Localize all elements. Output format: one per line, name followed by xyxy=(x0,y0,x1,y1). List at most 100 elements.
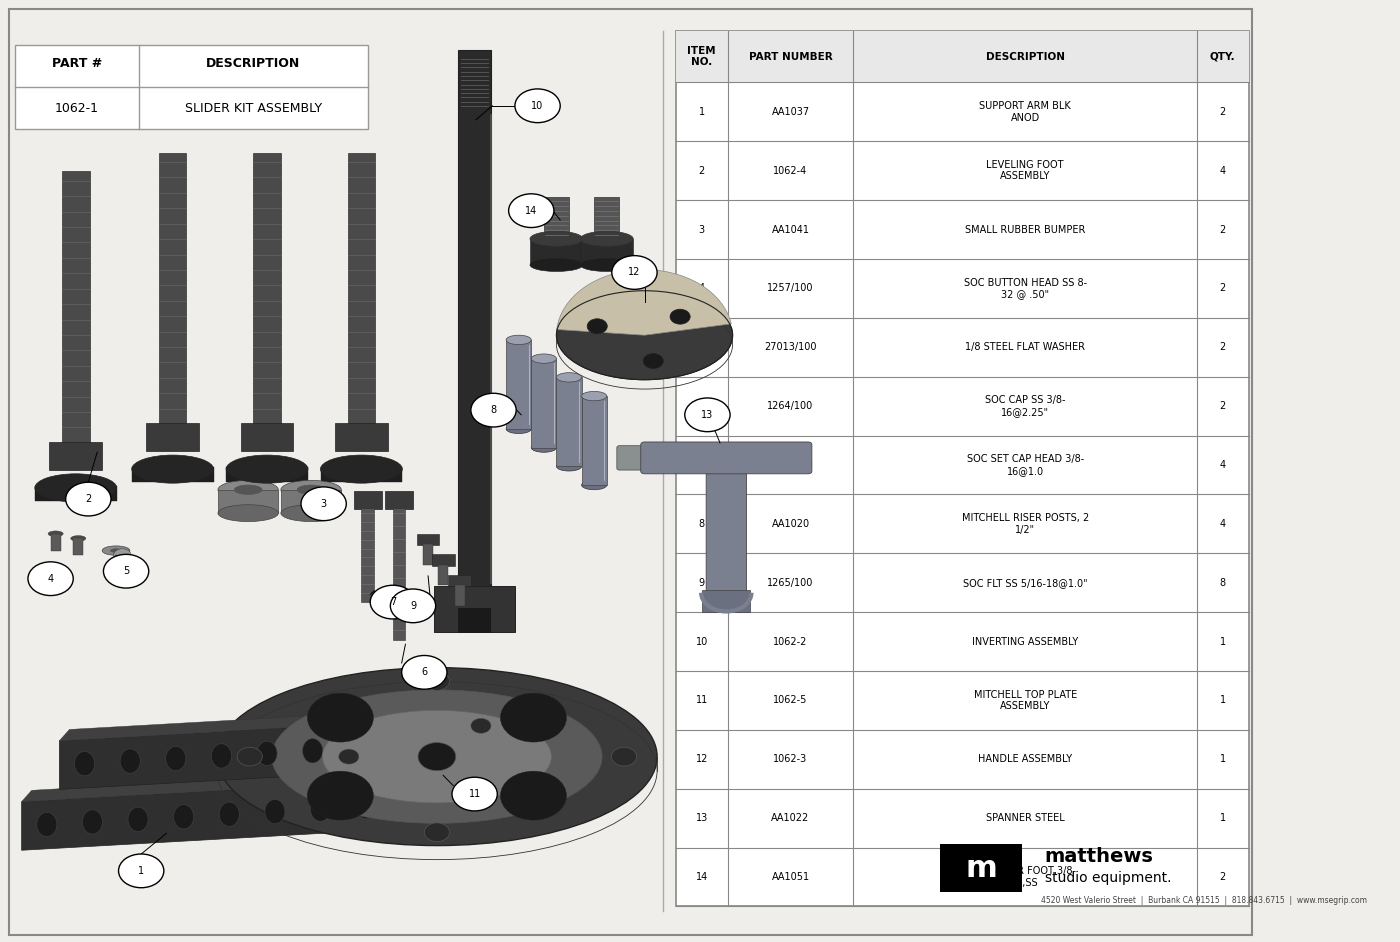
Text: 2: 2 xyxy=(1219,401,1226,411)
FancyBboxPatch shape xyxy=(49,442,102,470)
Text: AA1051: AA1051 xyxy=(771,872,809,882)
Bar xyxy=(253,153,281,433)
Ellipse shape xyxy=(281,505,342,522)
FancyBboxPatch shape xyxy=(241,423,294,451)
Text: PART NUMBER: PART NUMBER xyxy=(749,52,833,61)
Ellipse shape xyxy=(211,744,231,768)
Circle shape xyxy=(402,656,447,690)
Polygon shape xyxy=(59,717,475,789)
FancyBboxPatch shape xyxy=(448,575,470,586)
Text: AA1041: AA1041 xyxy=(771,224,809,235)
Text: AA1020: AA1020 xyxy=(771,519,809,528)
Text: 1257/100: 1257/100 xyxy=(767,284,813,293)
Text: ELEVATOR FOOT,3/8-
16,SS: ELEVATOR FOOT,3/8- 16,SS xyxy=(974,867,1077,887)
Bar xyxy=(15,45,368,129)
Text: 4520 West Valerio Street  |  Burbank CA 91515  |  818.843.6715  |  www.msegrip.c: 4520 West Valerio Street | Burbank CA 91… xyxy=(1040,897,1366,905)
Text: 1: 1 xyxy=(1219,637,1226,646)
Circle shape xyxy=(419,742,456,771)
Ellipse shape xyxy=(83,810,102,834)
Ellipse shape xyxy=(507,335,531,345)
Ellipse shape xyxy=(402,791,421,816)
Text: 1264/100: 1264/100 xyxy=(767,401,813,411)
Text: SOC SET CAP HEAD 3/8-
16@1.0: SOC SET CAP HEAD 3/8- 16@1.0 xyxy=(966,454,1084,476)
Ellipse shape xyxy=(227,455,308,483)
Circle shape xyxy=(339,749,358,764)
Ellipse shape xyxy=(507,424,531,433)
Ellipse shape xyxy=(132,455,214,483)
Text: 1062-5: 1062-5 xyxy=(773,695,808,706)
Text: 2: 2 xyxy=(1219,224,1226,235)
Text: PART #: PART # xyxy=(52,57,102,71)
Text: 1: 1 xyxy=(139,866,144,876)
Ellipse shape xyxy=(36,812,57,836)
Circle shape xyxy=(237,747,262,766)
Bar xyxy=(227,467,308,482)
Text: 4: 4 xyxy=(1219,166,1226,175)
Ellipse shape xyxy=(556,291,732,380)
Bar xyxy=(714,591,739,611)
Ellipse shape xyxy=(440,731,459,755)
Bar xyxy=(73,539,84,555)
Text: 4: 4 xyxy=(1219,519,1226,528)
Text: 4: 4 xyxy=(1219,460,1226,470)
Text: 8: 8 xyxy=(1219,577,1226,588)
Ellipse shape xyxy=(174,804,193,829)
Text: MITCHELL RISER POSTS, 2
1/2": MITCHELL RISER POSTS, 2 1/2" xyxy=(962,513,1089,535)
Ellipse shape xyxy=(531,354,556,364)
Text: SUPPORT ARM BLK
ANOD: SUPPORT ARM BLK ANOD xyxy=(980,101,1071,122)
Polygon shape xyxy=(21,778,437,851)
Circle shape xyxy=(508,194,554,228)
FancyBboxPatch shape xyxy=(431,554,455,565)
Ellipse shape xyxy=(302,739,323,763)
Circle shape xyxy=(470,780,491,795)
Ellipse shape xyxy=(220,802,239,826)
Text: HANDLE ASSEMBLY: HANDLE ASSEMBLY xyxy=(979,755,1072,764)
Ellipse shape xyxy=(556,373,581,382)
Bar xyxy=(594,197,619,238)
Ellipse shape xyxy=(311,797,330,821)
Ellipse shape xyxy=(393,734,414,757)
FancyBboxPatch shape xyxy=(146,423,199,451)
Text: SMALL RUBBER BUMPER: SMALL RUBBER BUMPER xyxy=(965,224,1085,235)
Ellipse shape xyxy=(120,749,140,773)
Text: 9: 9 xyxy=(410,601,416,610)
Wedge shape xyxy=(557,269,731,335)
Text: INVERTING ASSEMBLY: INVERTING ASSEMBLY xyxy=(972,637,1078,646)
FancyBboxPatch shape xyxy=(706,454,746,595)
Ellipse shape xyxy=(35,474,116,502)
Text: QTY.: QTY. xyxy=(1210,52,1236,61)
Circle shape xyxy=(587,318,608,333)
Text: 13: 13 xyxy=(701,410,714,420)
Ellipse shape xyxy=(322,710,552,803)
Text: 14: 14 xyxy=(525,205,538,216)
Ellipse shape xyxy=(234,485,262,495)
Text: 1062-3: 1062-3 xyxy=(773,755,808,764)
Text: SPANNER STEEL: SPANNER STEEL xyxy=(986,813,1064,823)
Text: AA1022: AA1022 xyxy=(771,813,809,823)
Bar xyxy=(543,197,568,238)
Bar xyxy=(556,378,581,466)
Ellipse shape xyxy=(308,771,374,820)
Bar xyxy=(676,31,1249,906)
Text: 1: 1 xyxy=(1219,695,1226,706)
Ellipse shape xyxy=(531,258,582,271)
Text: matthews: matthews xyxy=(1044,847,1154,867)
Text: AA1037: AA1037 xyxy=(771,106,809,117)
Text: 1: 1 xyxy=(699,106,704,117)
Text: m: m xyxy=(966,854,998,884)
Bar xyxy=(393,509,406,640)
FancyBboxPatch shape xyxy=(354,491,382,510)
Ellipse shape xyxy=(531,443,556,452)
FancyBboxPatch shape xyxy=(703,590,750,612)
Bar xyxy=(531,359,556,447)
Bar xyxy=(458,50,491,593)
Bar xyxy=(676,31,1249,82)
Bar xyxy=(50,534,60,550)
Ellipse shape xyxy=(218,505,279,522)
Text: 4: 4 xyxy=(699,284,704,293)
Circle shape xyxy=(643,353,664,368)
Ellipse shape xyxy=(272,690,602,823)
Ellipse shape xyxy=(102,546,130,555)
Ellipse shape xyxy=(581,480,606,490)
Circle shape xyxy=(424,672,449,690)
